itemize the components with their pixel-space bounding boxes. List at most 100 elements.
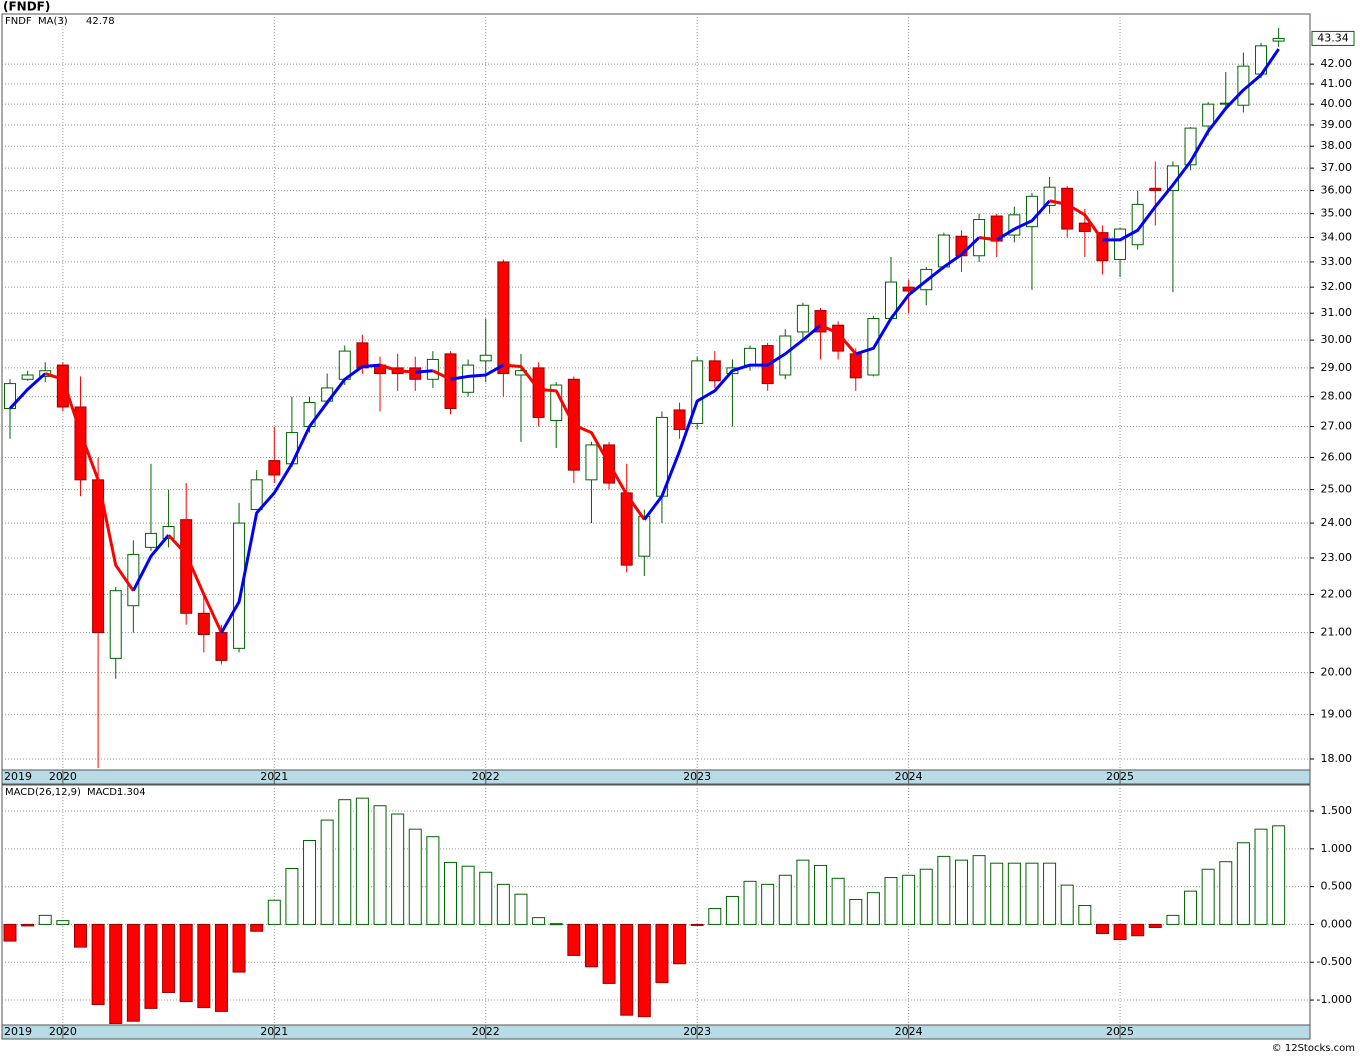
candle-body (673, 409, 686, 431)
candle-body (585, 444, 598, 481)
y-tick-label: 1.000 (1321, 842, 1353, 855)
macd-bar (655, 923, 669, 984)
ma-line (220, 363, 381, 634)
macd-bar (725, 895, 739, 925)
y-tick-label: 23.00 (1321, 551, 1353, 564)
candle-body (796, 304, 809, 333)
candle-body (197, 612, 210, 636)
macd-bar (814, 864, 828, 925)
candle-body (409, 367, 422, 380)
x-tick-label: 2023 (683, 1025, 711, 1038)
y-tick-label: 25.00 (1321, 483, 1353, 496)
macd-bar (444, 861, 457, 925)
last-price-box (1311, 30, 1355, 46)
ma-line (978, 235, 997, 242)
macd-bar (1219, 861, 1233, 925)
candle-body (691, 360, 704, 424)
candle-body (1202, 103, 1215, 127)
macd-bar (1236, 842, 1250, 925)
candle-body (426, 358, 439, 380)
macd-bar (584, 923, 598, 968)
x-tick-label: 2024 (895, 1025, 923, 1038)
macd-bar (303, 840, 317, 925)
candle-body (1043, 186, 1056, 207)
candle-body (144, 532, 157, 548)
macd-bar (38, 914, 52, 925)
x-tick-label: 2024 (895, 770, 923, 783)
macd-bar (391, 813, 405, 925)
macd-bar (990, 862, 1004, 925)
date-strip (1, 1024, 1311, 1040)
macd-bar (162, 923, 176, 993)
macd-bar (937, 855, 951, 925)
candle-body (250, 479, 263, 511)
macd-bar (954, 859, 968, 925)
candle-body (162, 526, 175, 540)
y-tick-label: -0.500 (1317, 955, 1352, 968)
macd-bar (549, 923, 563, 926)
y-tick-label: 22.00 (1321, 587, 1353, 600)
y-tick-label: 31.00 (1321, 306, 1353, 319)
footer: © 12Stocks.com (1272, 1043, 1355, 1054)
y-tick-label: 29.00 (1321, 361, 1353, 374)
candle-body (708, 360, 721, 382)
macd-bar (214, 923, 228, 1012)
ma-line (167, 534, 223, 634)
candle-body (215, 632, 228, 661)
macd-bar (1166, 914, 1180, 925)
macd-bar (338, 799, 352, 925)
candle-body (744, 347, 757, 366)
macd-bar (496, 883, 510, 925)
candle-body (356, 342, 369, 369)
candle-body (814, 310, 827, 333)
candle-body (1272, 37, 1285, 42)
candle-body (233, 522, 246, 649)
x-tick-label: 2020 (49, 770, 77, 783)
y-tick-label: 18.00 (1321, 752, 1353, 765)
y-tick-label: 26.00 (1321, 450, 1353, 463)
candle-body (620, 492, 633, 566)
macd-bar (743, 880, 757, 925)
candle-body (532, 367, 545, 418)
plot-area (1, 13, 1311, 771)
y-tick-label: 34.00 (1321, 230, 1353, 243)
ma-line (8, 372, 47, 410)
macd-bar (91, 923, 105, 1006)
macd-bar (831, 877, 845, 925)
x-tick-label: 2019 (4, 1025, 32, 1038)
macd-bar (197, 923, 211, 1009)
ma-line (450, 363, 505, 381)
macd-bar (690, 923, 704, 926)
macd-bar (21, 923, 35, 927)
x-tick-label: 2021 (260, 770, 288, 783)
candle-body (444, 353, 457, 409)
indicator-title: MACD(26,12,9) (5, 787, 81, 798)
macd-bar (778, 874, 792, 925)
macd-bar (620, 923, 634, 1016)
macd-bar (1201, 868, 1215, 925)
y-tick-label: 36.00 (1321, 184, 1353, 197)
y-tick-label: 42.00 (1321, 57, 1353, 70)
y-tick-label: 39.00 (1321, 118, 1353, 131)
macd-bar (144, 923, 158, 1009)
candle-body (21, 374, 34, 380)
indicator-name: MACD: (87, 787, 120, 798)
legend-series: FNDF (5, 16, 32, 27)
legend-ma: MA(3) (38, 16, 68, 27)
candle-body (268, 460, 281, 476)
macd-bar (1078, 905, 1092, 925)
candle-body (937, 234, 950, 268)
indicator-value: 1.304 (117, 787, 146, 798)
macd-bar (73, 923, 87, 948)
ma-line (1102, 48, 1280, 242)
macd-bar (1131, 923, 1145, 937)
candle-body (109, 590, 122, 659)
ma-line (44, 372, 135, 592)
macd-bar (796, 859, 810, 925)
macd-bar (708, 908, 722, 925)
macd-bar (637, 923, 651, 1018)
x-tick-label: 2022 (472, 770, 500, 783)
macd-bar (1254, 828, 1268, 925)
candle-body (1025, 195, 1038, 228)
macd-bar (355, 797, 369, 925)
